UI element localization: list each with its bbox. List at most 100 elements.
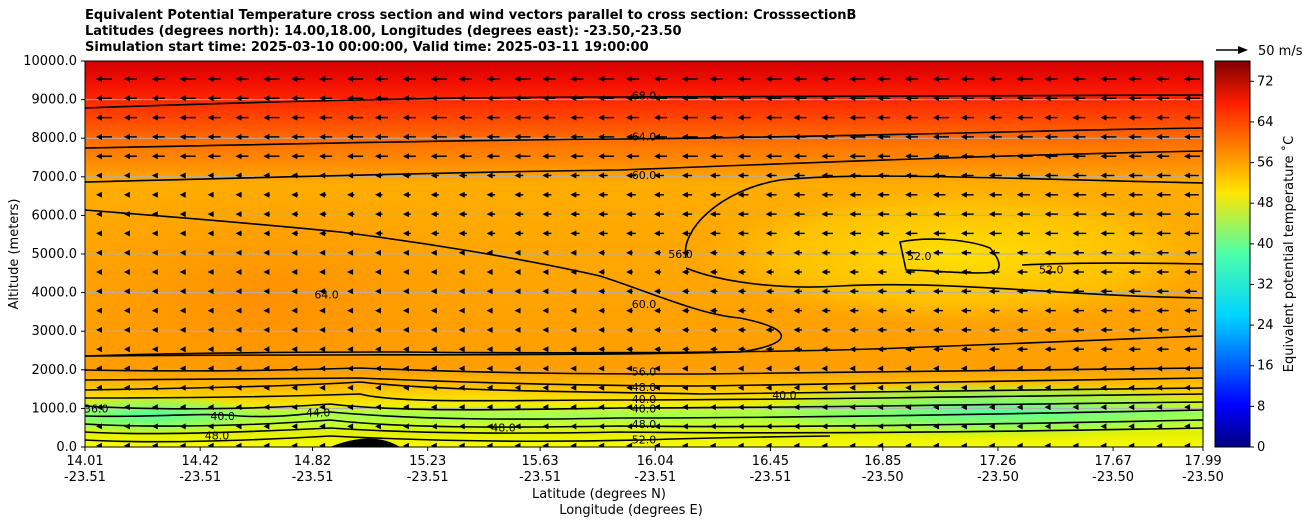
wind-vector-arrow xyxy=(626,230,636,237)
wind-vector-arrow xyxy=(681,307,690,314)
wind-vector-arrow xyxy=(96,211,102,218)
wind-vector-arrow xyxy=(263,326,270,333)
x-tick-label-lat: 16.04 xyxy=(637,454,674,469)
wind-vector-arrow xyxy=(486,114,500,121)
wind-vector-arrow xyxy=(960,95,974,102)
wind-vector-arrow xyxy=(458,133,472,140)
wind-vector-arrow xyxy=(737,76,751,82)
contour-68 xyxy=(85,94,1203,109)
wind-vector-arrow xyxy=(263,288,270,295)
wind-vector-arrow xyxy=(1128,114,1142,121)
wind-vector-arrow xyxy=(988,365,995,372)
wind-vector-arrow xyxy=(263,76,280,82)
wind-vector-arrow xyxy=(319,153,333,160)
wind-vector-arrow xyxy=(1128,133,1142,140)
wind-vector-arrow xyxy=(849,288,859,295)
colorbar-tick-label: 56 xyxy=(1257,156,1274,171)
wind-vector-arrow xyxy=(347,288,354,295)
wind-vector-arrow xyxy=(1044,307,1056,314)
wind-vector-arrow xyxy=(849,442,856,447)
x-tick-label-lat: 17.99 xyxy=(1184,454,1221,469)
wind-vector-arrow xyxy=(793,288,802,295)
y-tick-label: 5000.0 xyxy=(32,247,78,262)
wind-vector-arrow xyxy=(96,230,102,237)
wind-vector-arrow xyxy=(458,95,472,102)
wind-vector-arrow xyxy=(960,114,974,121)
wind-vector-arrow xyxy=(430,404,437,411)
wind-vector-arrow xyxy=(1100,307,1113,314)
wind-vector-arrow xyxy=(821,230,833,237)
wind-vector-arrow xyxy=(626,442,633,447)
y-tick-label: 1000.0 xyxy=(32,401,78,416)
wind-vector-arrow xyxy=(291,211,299,218)
wind-vector-arrow xyxy=(765,307,774,314)
wind-vector-arrow xyxy=(1044,365,1051,372)
wind-vector-arrow xyxy=(179,172,186,179)
wind-vector-arrow xyxy=(151,211,158,218)
wind-vector-arrow xyxy=(960,423,967,430)
contour-52-lower xyxy=(85,377,1203,387)
wind-vector-arrow xyxy=(1156,76,1170,82)
wind-vector-arrow xyxy=(375,404,381,411)
wind-vector-arrow xyxy=(793,133,807,140)
wind-vector-arrow xyxy=(123,442,130,447)
contour-label: 68.0 xyxy=(632,90,657,103)
wind-vector-arrow xyxy=(96,95,112,102)
wind-vector-arrow xyxy=(151,365,158,372)
wind-vector-arrow xyxy=(96,172,102,179)
wind-vector-arrow xyxy=(151,114,165,121)
wind-vector-arrow xyxy=(654,230,664,237)
wind-vector-arrow xyxy=(123,384,130,391)
wind-vector-arrow xyxy=(737,423,744,430)
wind-vector-arrow xyxy=(737,365,744,372)
wind-vector-arrow xyxy=(458,404,465,411)
wind-vector-arrow xyxy=(1016,404,1023,411)
wind-vector-arrow xyxy=(319,269,326,275)
wind-vector-arrow xyxy=(347,307,354,314)
contour-48-bottom xyxy=(85,427,1203,435)
wind-vector-arrow xyxy=(737,269,746,275)
contour-label: 40.0 xyxy=(210,410,235,423)
wind-vector-arrow xyxy=(151,326,158,333)
wind-vector-arrow xyxy=(905,346,915,353)
wind-vector-arrow xyxy=(1100,442,1107,447)
wind-vector-arrow xyxy=(793,384,800,391)
wind-vector-arrow xyxy=(151,346,158,353)
wind-vector-arrow xyxy=(123,346,130,353)
wind-vector-arrow xyxy=(793,114,807,121)
wind-vector-arrow xyxy=(207,211,214,218)
wind-vector-arrow xyxy=(1100,230,1115,237)
wind-vector-arrow xyxy=(681,76,698,82)
wind-vector-arrow xyxy=(1156,307,1169,314)
wind-vector-arrow xyxy=(1016,172,1030,179)
wind-vector-arrow xyxy=(347,269,354,275)
contour-60-lower xyxy=(85,209,783,357)
wind-vector-arrow xyxy=(988,172,1002,179)
wind-vector-arrow xyxy=(598,191,608,198)
wind-vector-arrow xyxy=(905,442,912,447)
wind-vector-arrow xyxy=(402,114,416,121)
wind-vector-arrow xyxy=(375,442,381,447)
wind-vector-arrow xyxy=(988,288,1000,295)
wind-vector-arrow xyxy=(654,346,661,353)
wind-vector-arrow xyxy=(96,423,102,430)
wind-vector-arrow xyxy=(402,95,416,102)
wind-vector-arrow xyxy=(375,153,388,160)
wind-vector-arrow xyxy=(849,249,859,256)
wind-vector-arrow xyxy=(486,423,493,430)
wind-vector-arrow xyxy=(765,423,772,430)
wind-vector-arrow xyxy=(291,76,305,82)
wind-vector-arrow xyxy=(1100,133,1117,140)
wind-vector-arrow xyxy=(1100,384,1107,391)
wind-vector-arrow xyxy=(1156,249,1169,256)
wind-vector-arrow xyxy=(849,172,862,179)
wind-vector-arrow xyxy=(319,404,326,411)
wind-vector-arrow xyxy=(430,384,437,391)
wind-vector-arrow xyxy=(570,249,577,256)
wind-vector-arrow xyxy=(430,230,439,237)
wind-vector-arrow xyxy=(905,191,918,198)
wind-vector-arrow xyxy=(1072,76,1086,82)
wind-vector-arrow xyxy=(598,172,608,179)
wind-vector-arrow xyxy=(151,442,158,447)
wind-vector-arrow xyxy=(960,211,974,218)
